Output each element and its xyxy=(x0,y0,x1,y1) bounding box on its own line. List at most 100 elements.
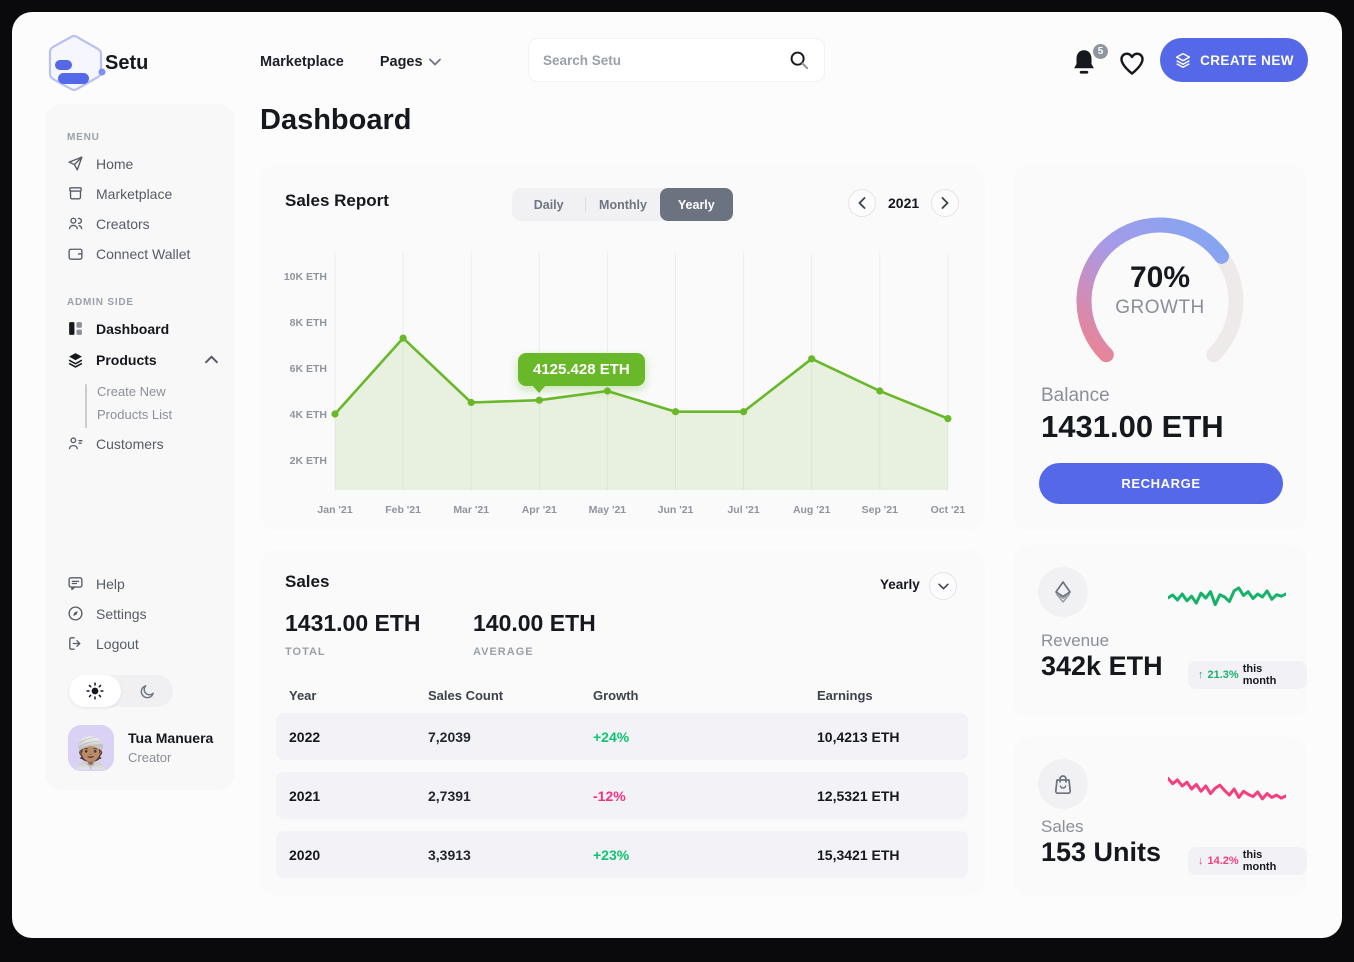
favorites-button[interactable] xyxy=(1118,50,1146,78)
notifications-button[interactable]: 5 xyxy=(1070,42,1110,82)
menu-section-label: MENU xyxy=(67,132,100,143)
page-title: Dashboard xyxy=(260,104,412,136)
nav-pages[interactable]: Pages xyxy=(380,54,441,70)
sidebar-item-products[interactable]: Products xyxy=(67,351,218,368)
sales-units-card: Sales 153 Units ↓ 14.2% this month xyxy=(1013,737,1307,897)
shopping-bag-icon xyxy=(1054,775,1072,795)
sales-units-label: Sales xyxy=(1041,817,1084,836)
tab-monthly[interactable]: Monthly xyxy=(599,197,647,212)
tab-yearly[interactable]: Yearly xyxy=(659,188,733,221)
cell-sales-count: 3,3913 xyxy=(428,847,471,863)
recharge-button[interactable]: RECHARGE xyxy=(1039,463,1283,504)
chevron-down-icon xyxy=(937,583,949,590)
nav-marketplace[interactable]: Marketplace xyxy=(260,54,344,70)
theme-toggle[interactable] xyxy=(69,675,173,707)
admin-section-label: ADMIN SIDE xyxy=(67,297,134,308)
sidebar-item-connect-wallet[interactable]: Connect Wallet xyxy=(67,245,190,262)
year-value: 2021 xyxy=(888,195,920,211)
cell-year: 2021 xyxy=(289,788,321,804)
light-mode-button[interactable] xyxy=(69,675,121,707)
svg-text:Aug '21: Aug '21 xyxy=(793,504,831,516)
svg-text:Jan '21: Jan '21 xyxy=(317,504,352,516)
avatar-image: 👳🏽 xyxy=(72,737,110,770)
change-suffix: this month xyxy=(1242,849,1277,873)
store-icon xyxy=(69,187,82,200)
app-window: Setu Marketplace Pages 5 CREATE xyxy=(12,12,1342,938)
balance-label: Balance xyxy=(1041,385,1110,406)
bell-icon xyxy=(1074,50,1094,74)
search-icon[interactable] xyxy=(788,49,810,71)
revenue-sparkline xyxy=(1168,586,1286,607)
sidebar-item-home[interactable]: Home xyxy=(67,155,133,172)
sidebar-subitem-create-new[interactable]: Create New xyxy=(97,384,166,399)
revenue-card: Revenue 342k ETH ↑ 21.3% this month xyxy=(1013,545,1307,717)
sidebar-item-creators[interactable]: Creators xyxy=(67,215,150,232)
svg-text:10K ETH: 10K ETH xyxy=(284,271,327,283)
year-navigator: 2021 xyxy=(848,189,960,217)
create-new-button[interactable]: CREATE NEW xyxy=(1160,38,1308,82)
svg-text:Oct '21: Oct '21 xyxy=(931,504,966,516)
svg-text:Feb '21: Feb '21 xyxy=(385,504,421,516)
cell-year: 2022 xyxy=(289,729,321,745)
layers-icon xyxy=(68,353,83,368)
chevron-right-icon xyxy=(941,197,949,209)
cell-growth: -12% xyxy=(593,788,626,804)
growth-label: GROWTH xyxy=(1115,297,1205,318)
notification-count-badge: 5 xyxy=(1091,42,1110,61)
svg-text:8K ETH: 8K ETH xyxy=(290,317,327,329)
svg-text:Sep '21: Sep '21 xyxy=(862,504,899,516)
revenue-value: 342k ETH xyxy=(1041,651,1163,681)
sidebar-item-logout[interactable]: Logout xyxy=(67,635,139,652)
revenue-change-badge: ↑ 21.3% this month xyxy=(1188,661,1307,689)
sidebar-item-marketplace[interactable]: Marketplace xyxy=(67,185,172,202)
table-row[interactable]: 2020 3,3913 +23% 15,3421 ETH xyxy=(276,831,968,878)
sales-report-chart: 2K ETH 4K ETH 6K ETH 8K ETH 10K ETH Jan '21 Fe… xyxy=(284,253,966,516)
svg-text:Jun '21: Jun '21 xyxy=(658,504,694,516)
sales-average-value: 140.00 ETH xyxy=(473,610,596,636)
svg-text:4K ETH: 4K ETH xyxy=(290,409,327,421)
sun-icon xyxy=(86,682,104,700)
chevron-down-icon xyxy=(428,58,441,66)
user-name: Tua Manuera xyxy=(128,730,214,746)
tab-separator xyxy=(585,197,587,212)
search-input[interactable] xyxy=(543,52,788,68)
svg-text:May '21: May '21 xyxy=(589,504,627,516)
revenue-label: Revenue xyxy=(1041,631,1110,650)
sidebar-item-customers[interactable]: Customers xyxy=(67,435,164,452)
table-row[interactable]: 2021 2,7391 -12% 12,5321 ETH xyxy=(276,772,968,819)
wallet-icon xyxy=(68,248,83,260)
sales-period-value: Yearly xyxy=(880,577,920,592)
change-suffix: this month xyxy=(1242,663,1277,687)
sales-total-value: 1431.00 ETH xyxy=(285,610,421,636)
chart-tooltip: 4125.428 ETH xyxy=(518,353,645,393)
users-icon xyxy=(68,217,83,230)
cell-year: 2020 xyxy=(289,847,321,863)
svg-text:2K ETH: 2K ETH xyxy=(290,455,327,467)
sidebar-item-settings[interactable]: Settings xyxy=(67,605,147,622)
sidebar-item-help[interactable]: Help xyxy=(67,575,125,592)
sales-period-dropdown[interactable] xyxy=(929,572,957,600)
sales-sparkline xyxy=(1168,776,1286,801)
col-header-sales-count: Sales Count xyxy=(428,688,504,703)
top-nav: Marketplace Pages xyxy=(260,54,441,70)
svg-text:6K ETH: 6K ETH xyxy=(290,363,327,375)
prev-year-button[interactable] xyxy=(848,189,876,217)
dark-mode-button[interactable] xyxy=(121,675,173,707)
balance-value: 1431.00 ETH xyxy=(1041,409,1224,444)
brand-name: Setu xyxy=(105,52,149,74)
search-bar xyxy=(528,38,825,82)
table-row[interactable]: 2022 7,2039 +24% 10,4213 ETH xyxy=(276,713,968,760)
sidebar-item-dashboard[interactable]: Dashboard xyxy=(67,320,169,337)
change-percent: 21.3% xyxy=(1207,669,1239,681)
cell-growth: +23% xyxy=(593,847,630,863)
cell-earnings: 12,5321 ETH xyxy=(817,788,900,804)
stat-icon-circle xyxy=(1038,567,1088,617)
next-year-button[interactable] xyxy=(931,189,960,217)
growth-gauge xyxy=(1076,217,1244,363)
heart-icon xyxy=(1120,52,1144,75)
avatar[interactable]: 👳🏽 xyxy=(68,725,114,771)
customer-icon xyxy=(68,437,83,450)
sales-total-label: TOTAL xyxy=(285,646,326,658)
sidebar-subitem-products-list[interactable]: Products List xyxy=(97,407,173,422)
tab-daily[interactable]: Daily xyxy=(533,197,564,212)
